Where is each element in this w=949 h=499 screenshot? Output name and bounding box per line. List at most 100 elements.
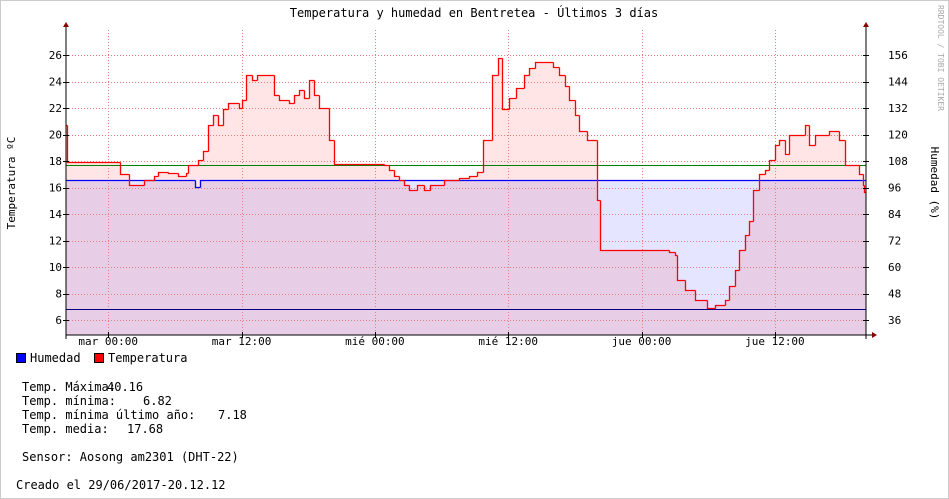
area-segment	[399, 180, 404, 335]
y-tick-label: 22	[49, 102, 62, 115]
area-segment	[765, 170, 769, 335]
y-tick-label: 18	[49, 155, 62, 168]
line-step	[293, 94, 300, 104]
line-step	[443, 179, 460, 186]
plot-area	[66, 30, 867, 335]
line-step	[501, 58, 510, 111]
area-segment	[815, 135, 829, 335]
stat-value: 17.68	[127, 422, 163, 436]
y-axis-label: Temperatura ºC	[5, 137, 18, 230]
area-segment	[829, 131, 839, 335]
line-step	[599, 200, 670, 252]
x-tick-label: mié 12:00	[478, 335, 538, 348]
area-segment	[498, 58, 502, 335]
line-step	[523, 74, 530, 89]
line-step	[534, 61, 554, 69]
line-step	[241, 99, 247, 109]
line-step	[458, 177, 470, 181]
y2-axis-label: Humedad (%)	[928, 147, 941, 220]
line-step	[558, 67, 566, 77]
stat-label: Temp. Máxima:	[22, 380, 116, 394]
line-step	[212, 114, 219, 126]
area-segment	[218, 125, 223, 335]
line-step	[706, 300, 716, 310]
area-segment	[158, 172, 168, 335]
line-step	[858, 165, 864, 176]
line-step	[515, 87, 525, 99]
area-segment	[299, 90, 304, 335]
legend-label: Humedad	[30, 351, 81, 365]
x-tick-label: jue 12:00	[745, 335, 805, 348]
y-tick-label: 14	[49, 208, 63, 221]
line-step	[482, 139, 493, 173]
area-segment	[304, 98, 309, 335]
area-segment	[444, 180, 459, 335]
line-step	[668, 250, 676, 254]
line-step	[388, 165, 395, 172]
line-step	[468, 175, 478, 179]
line-step	[676, 255, 686, 282]
line-step	[768, 159, 776, 171]
area-segment	[492, 75, 498, 335]
line-step	[403, 180, 410, 187]
y2-tick-label: 144	[888, 76, 908, 89]
area-segment	[269, 75, 274, 335]
area-segment	[675, 255, 677, 335]
line-step	[416, 184, 425, 191]
area-segment	[677, 280, 685, 335]
line-step	[838, 131, 846, 142]
area-segment	[389, 170, 394, 335]
area-segment	[579, 131, 587, 335]
area-segment	[516, 88, 524, 335]
area-segment	[509, 98, 516, 335]
area-segment	[809, 145, 815, 335]
stat-label: Temp. media:	[22, 422, 109, 436]
y2-tick-label: 48	[888, 288, 901, 301]
area-segment	[178, 176, 186, 335]
area-segment	[252, 80, 257, 335]
line-step	[728, 285, 736, 301]
area-segment	[223, 109, 228, 335]
area-segment	[685, 290, 695, 335]
y-tick-label: 10	[49, 261, 62, 274]
line-step	[318, 95, 330, 110]
line-step	[828, 130, 840, 136]
legend-label: Temperatura	[108, 351, 187, 365]
y-tick-label: 26	[49, 49, 62, 62]
line-step	[308, 79, 315, 99]
line-step	[476, 171, 484, 177]
area-segment	[707, 308, 715, 335]
line-step	[423, 185, 431, 192]
stat-value: 7.18	[218, 408, 247, 422]
area-segment	[739, 250, 745, 335]
line-step	[383, 164, 390, 167]
area-segment	[430, 185, 444, 335]
x-axis-arrow	[872, 332, 877, 338]
line-step	[222, 108, 229, 126]
area-segment	[319, 108, 329, 335]
y2-tick-label: 36	[888, 314, 901, 327]
line-step	[564, 75, 570, 88]
y-tick-label: 6	[55, 314, 62, 327]
area-segment	[779, 140, 785, 335]
line-step	[187, 164, 199, 174]
legend-swatch	[94, 353, 104, 363]
stat-value: 40.16	[107, 380, 143, 394]
area-segment	[565, 86, 569, 335]
line-step	[333, 140, 385, 166]
area-segment	[839, 140, 845, 335]
area-segment	[529, 68, 535, 335]
line-step	[674, 252, 678, 257]
y2-axis-arrow	[863, 22, 869, 27]
chart-title: Temperatura y humedad en Bentretea - Últ…	[290, 5, 658, 20]
line-step	[844, 140, 860, 167]
line-step	[568, 86, 576, 102]
area-segment	[394, 176, 399, 335]
line-step	[157, 171, 169, 177]
line-step	[217, 115, 224, 127]
line-step	[199, 179, 867, 188]
line-step	[596, 140, 601, 202]
line-step	[694, 290, 708, 302]
area-segment	[775, 145, 779, 335]
area-segment	[242, 100, 246, 335]
